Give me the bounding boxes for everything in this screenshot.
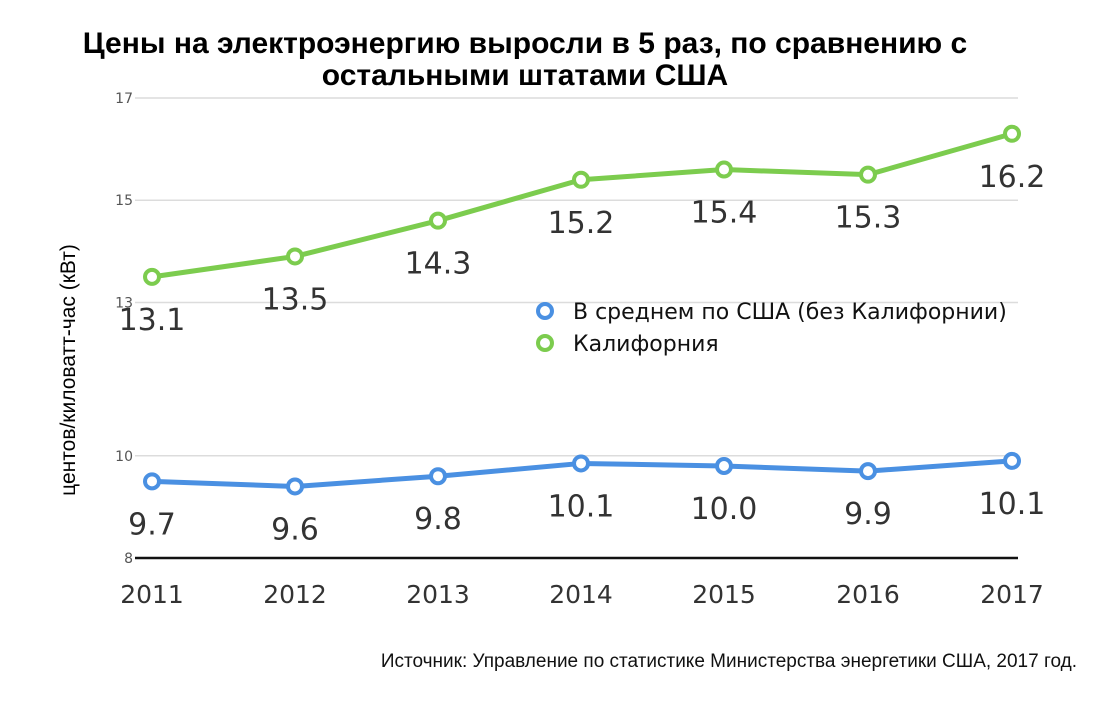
data-label: 15.4 xyxy=(691,196,758,231)
data-point xyxy=(859,462,877,481)
data-label: 10.1 xyxy=(548,489,615,524)
data-label: 9.7 xyxy=(128,507,176,542)
data-label: 9.8 xyxy=(414,502,462,537)
grid-lines xyxy=(135,97,1018,560)
data-label: 16.2 xyxy=(979,160,1046,195)
y-tick-label: 15 xyxy=(115,193,133,209)
legend-marker xyxy=(536,302,554,320)
x-tick-label: 2016 xyxy=(836,580,900,609)
y-axis-title: центов/киловатт-час (кВт) xyxy=(57,244,80,496)
data-label: 15.2 xyxy=(548,206,615,241)
data-label: 10.0 xyxy=(691,492,758,527)
data-point xyxy=(715,457,733,475)
data-point xyxy=(286,477,304,496)
x-tick-label: 2015 xyxy=(692,580,756,609)
data-point xyxy=(429,211,447,230)
data-label: 13.1 xyxy=(119,303,186,338)
data-point xyxy=(1003,124,1021,143)
series-lines xyxy=(143,124,1021,496)
x-tick-label: 2013 xyxy=(406,580,470,609)
x-tick-label: 2011 xyxy=(120,580,184,609)
legend-marker xyxy=(536,334,554,352)
legend: В среднем по США (без Калифорнии) Калифор… xyxy=(536,300,1007,357)
data-point xyxy=(715,160,733,179)
data-point xyxy=(572,170,590,189)
data-label: 14.3 xyxy=(405,247,472,282)
chart-title-line2: остальными штатами США xyxy=(321,59,729,92)
data-label: 9.9 xyxy=(844,497,892,532)
data-label: 9.6 xyxy=(271,512,319,547)
chart-title-line1: Цены на электроэнергию выросли в 5 раз, … xyxy=(82,27,968,60)
legend-label: В среднем по США (без Калифорнии) xyxy=(573,300,1007,325)
data-point xyxy=(1003,451,1021,470)
data-labels: 9.7 9.6 9.8 10.1 10.0 9.9 10.1 13.1 13.5 14.3 15.2… xyxy=(119,160,1046,548)
data-point xyxy=(859,165,877,184)
legend-label: Калифорния xyxy=(573,332,719,357)
data-point xyxy=(143,472,161,491)
y-tick-label: 10 xyxy=(115,449,133,465)
x-tick-label: 2012 xyxy=(263,580,327,609)
y-tick-label: 8 xyxy=(124,551,133,567)
data-label: 13.5 xyxy=(262,282,329,317)
chart-title: Цены на электроэнергию выросли в 5 раз, … xyxy=(0,28,1050,92)
data-point xyxy=(286,247,304,266)
data-label: 15.3 xyxy=(835,201,902,236)
data-point xyxy=(572,454,590,473)
x-tick-label: 2014 xyxy=(549,580,613,609)
data-label: 10.1 xyxy=(979,487,1046,522)
y-tick-label: 17 xyxy=(115,91,133,107)
data-point xyxy=(429,467,447,486)
axes: 8 10 13 15 17 2011 2012 2013 2014 2015 2016 2017 цен… xyxy=(57,91,1044,609)
x-tick-label: 2017 xyxy=(980,580,1044,609)
data-point xyxy=(143,267,161,286)
source-note: Источник: Управление по статистике Минис… xyxy=(380,651,1077,672)
y-tick-label: 13 xyxy=(115,295,133,311)
